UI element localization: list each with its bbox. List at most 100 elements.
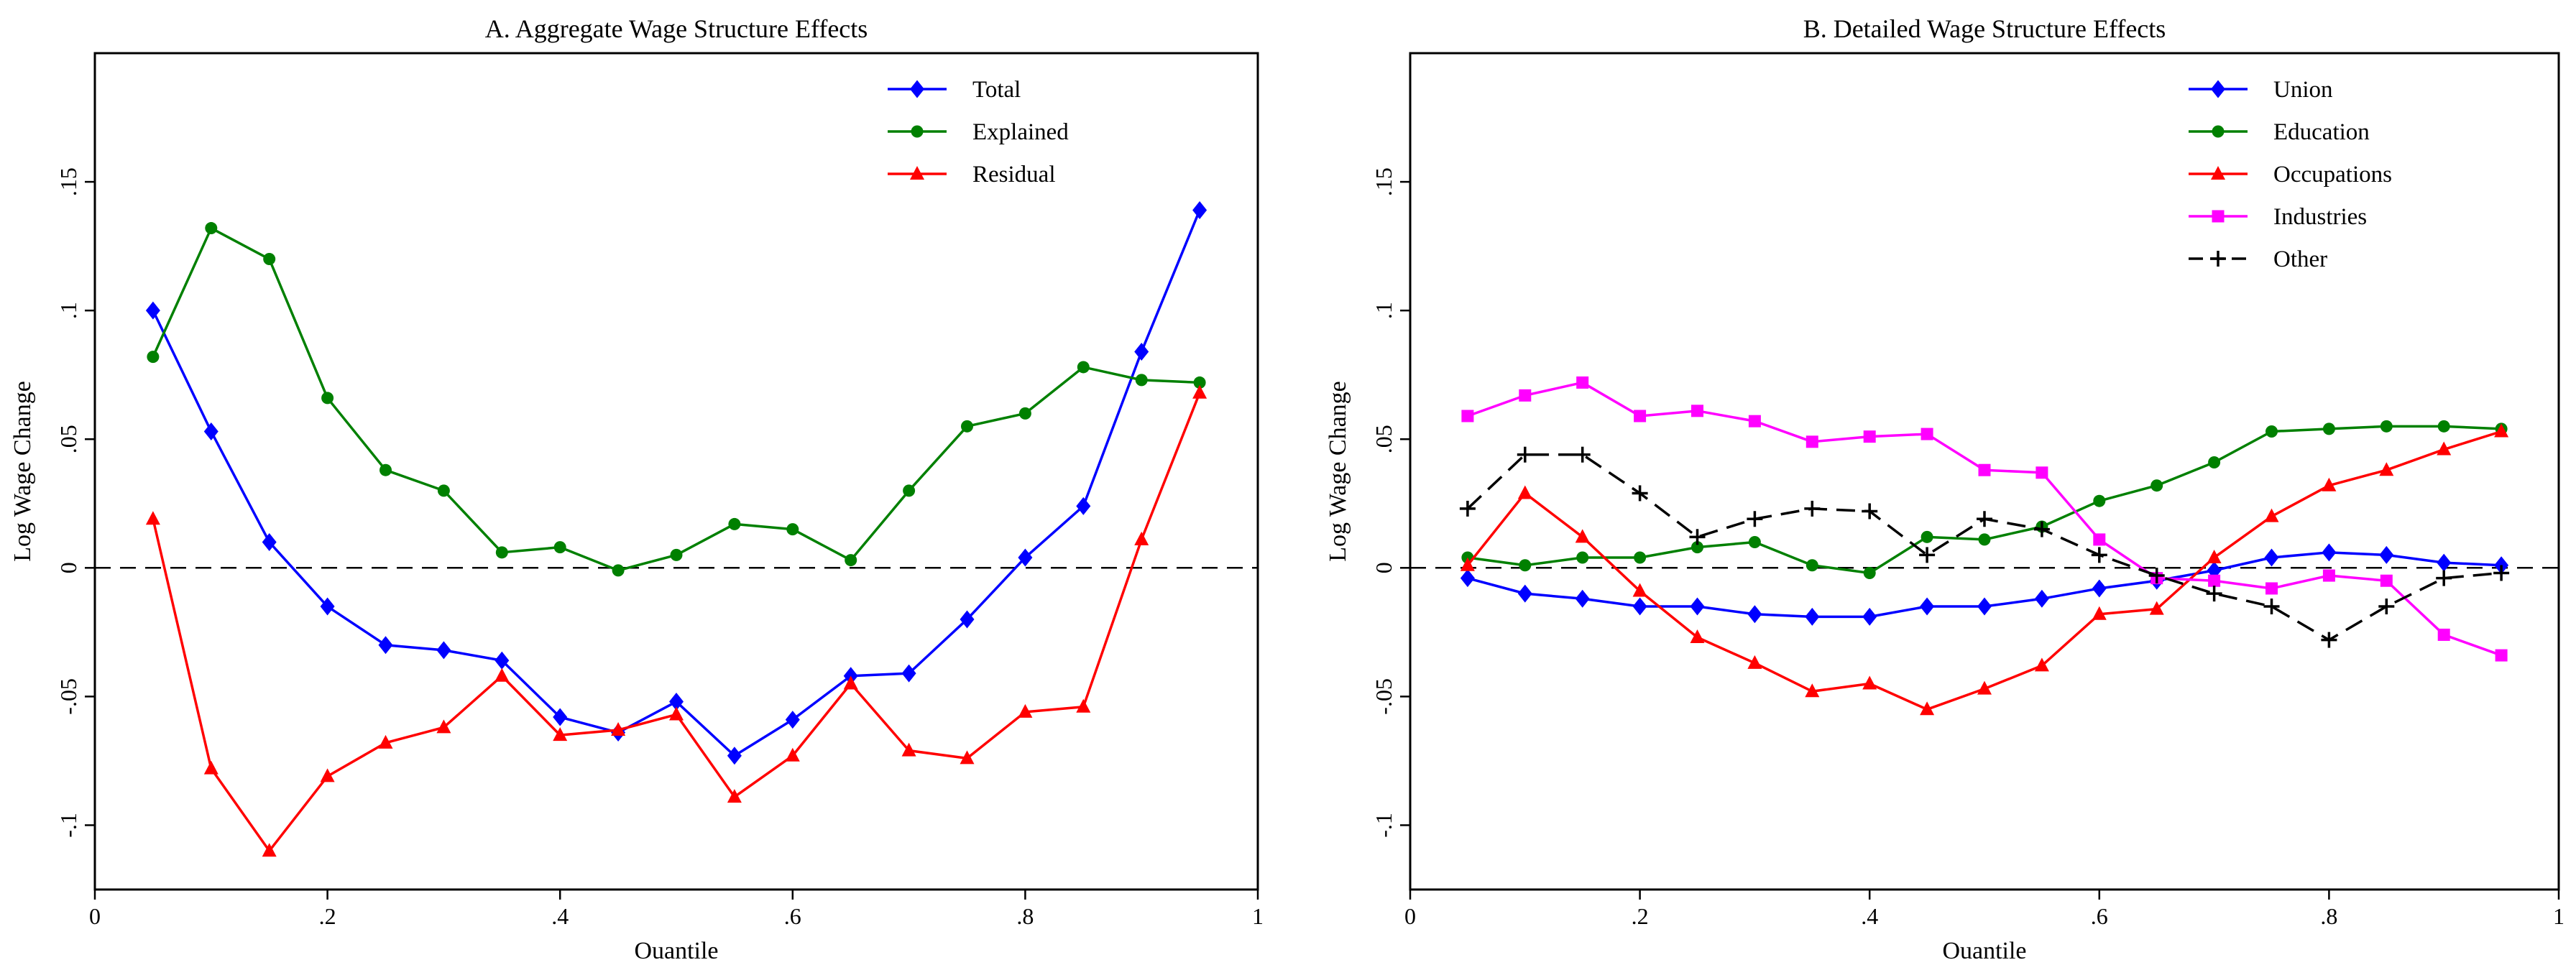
data-point-other xyxy=(2148,568,2165,584)
data-point-industries xyxy=(2093,533,2106,546)
data-point-education xyxy=(1863,566,1876,579)
series-total xyxy=(145,200,1208,765)
y-tick-label: -.05 xyxy=(1371,678,1397,715)
data-point-union xyxy=(1747,605,1762,624)
data-point-education xyxy=(2322,422,2335,435)
data-point-education xyxy=(1978,533,1991,546)
data-point-union xyxy=(1920,597,1935,616)
data-point-residual xyxy=(1134,531,1149,545)
data-point-total xyxy=(727,747,742,765)
legend-label-education: Education xyxy=(2273,119,2370,145)
data-point-residual xyxy=(1018,703,1033,718)
y-tick-label: .1 xyxy=(1371,302,1397,319)
data-point-industries xyxy=(2266,582,2278,595)
data-point-union xyxy=(2034,589,2049,608)
data-point-other xyxy=(1689,529,1706,545)
y-tick-label: -.05 xyxy=(55,678,81,715)
data-point-union xyxy=(2379,545,2394,564)
y-axis-title: Log Wage Change xyxy=(9,381,36,562)
data-point-occupations xyxy=(1460,557,1475,571)
x-tick-label: .8 xyxy=(2320,903,2337,929)
legend-marker-occupations xyxy=(2211,166,2225,180)
legend-label-total: Total xyxy=(972,77,1021,103)
data-point-total xyxy=(1018,548,1033,567)
series-line-total xyxy=(152,209,1201,757)
series-residual xyxy=(145,384,1208,857)
data-point-total xyxy=(262,532,277,551)
data-point-total xyxy=(1076,496,1091,515)
series-union xyxy=(1460,543,2509,626)
data-point-total xyxy=(785,711,800,729)
x-tick-label: .4 xyxy=(551,903,569,929)
data-point-total xyxy=(203,422,218,440)
data-point-other xyxy=(2321,632,2337,648)
legend-marker-industries xyxy=(2212,210,2225,223)
data-point-residual xyxy=(1192,384,1208,399)
data-point-occupations xyxy=(1517,485,1532,499)
y-tick-label: -.1 xyxy=(55,813,81,838)
data-point-residual xyxy=(378,734,393,749)
data-point-residual xyxy=(1076,698,1091,713)
data-point-explained xyxy=(1077,361,1090,374)
x-tick-label: 1 xyxy=(1252,903,1264,929)
data-point-explained xyxy=(437,484,450,497)
data-point-union xyxy=(1977,597,1992,616)
legend-label-residual: Residual xyxy=(972,162,1055,188)
x-axis-title: Ouantile xyxy=(634,938,718,964)
y-tick-label: .15 xyxy=(1371,167,1397,196)
data-point-education xyxy=(1519,559,1532,572)
data-point-other xyxy=(2033,521,2050,537)
data-point-industries xyxy=(1806,435,1818,448)
y-tick-label: .05 xyxy=(55,425,81,453)
data-point-union xyxy=(1805,607,1820,626)
data-point-occupations xyxy=(2322,477,2337,491)
legend: Total Explained Residual xyxy=(888,77,1069,188)
data-point-residual xyxy=(494,668,510,682)
data-point-occupations xyxy=(1575,529,1590,543)
data-point-industries xyxy=(1978,463,1991,476)
data-point-other xyxy=(2436,570,2452,586)
data-point-union xyxy=(1575,589,1590,608)
legend-marker-union xyxy=(2211,80,2225,98)
y-tick-label: 0 xyxy=(55,562,81,573)
data-point-other xyxy=(2263,599,2280,615)
series-explained xyxy=(147,222,1206,577)
data-point-residual xyxy=(436,719,451,734)
data-point-occupations xyxy=(2092,606,2107,620)
data-point-other xyxy=(1574,446,1591,463)
data-point-explained xyxy=(845,554,857,567)
data-point-explained xyxy=(903,484,916,497)
data-point-total xyxy=(669,693,684,711)
legend-label-union: Union xyxy=(2273,77,2333,103)
data-point-union xyxy=(2264,548,2279,567)
data-point-explained xyxy=(263,253,276,266)
data-point-other xyxy=(1747,511,1763,527)
data-point-total xyxy=(145,301,160,320)
series-education xyxy=(1461,420,2508,579)
data-point-occupations xyxy=(1920,701,1935,716)
series-other xyxy=(1459,446,2510,648)
series-industries xyxy=(1461,376,2508,662)
data-point-total xyxy=(436,641,451,660)
series-line-residual xyxy=(152,392,1201,853)
x-axis-title: Ouantile xyxy=(1942,938,2026,964)
data-point-occupations xyxy=(2494,423,2509,438)
data-point-industries xyxy=(1863,430,1876,443)
x-tick-label: 0 xyxy=(1404,903,1416,929)
panel-detailed-wage-structure: B. Detailed Wage Structure Effects 0 .2 .4.… xyxy=(1325,14,2564,964)
data-point-explained xyxy=(495,546,508,559)
data-point-industries xyxy=(2437,628,2450,641)
data-point-union xyxy=(1517,584,1532,603)
data-point-education xyxy=(2208,456,2221,468)
data-point-occupations xyxy=(1805,683,1820,698)
legend-marker-other xyxy=(2210,251,2226,267)
data-point-explained xyxy=(1193,376,1206,389)
data-point-total xyxy=(901,664,916,683)
legend-marker-residual xyxy=(910,166,924,180)
y-tick-label: -.1 xyxy=(1371,813,1397,838)
data-point-industries xyxy=(1576,376,1589,389)
x-tick-label: .8 xyxy=(1016,903,1034,929)
data-point-education xyxy=(2437,420,2450,433)
data-point-explained xyxy=(1135,374,1148,387)
series-occupations xyxy=(1460,423,2509,716)
